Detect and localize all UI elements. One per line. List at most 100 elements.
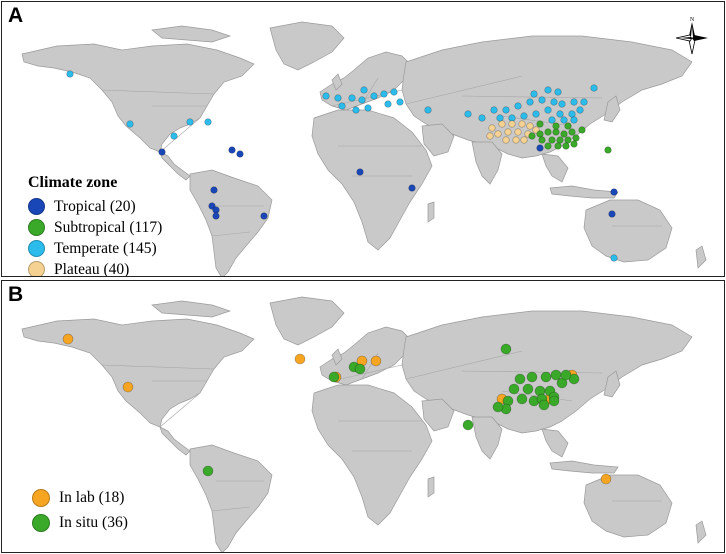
landmass-central-america bbox=[159, 426, 191, 456]
site-marker-plateau bbox=[518, 120, 526, 128]
site-marker-situ bbox=[548, 395, 560, 407]
landmass-india bbox=[471, 416, 503, 460]
site-marker-temperate bbox=[384, 100, 392, 108]
site-marker-situ bbox=[354, 363, 366, 375]
site-marker-subtropical bbox=[562, 142, 570, 150]
site-marker-tropical bbox=[212, 206, 220, 214]
site-marker-situ bbox=[508, 383, 520, 395]
world-map-a bbox=[21, 21, 707, 276]
landmass-australia bbox=[583, 474, 673, 538]
site-marker-plateau bbox=[502, 136, 510, 144]
site-marker-temperate bbox=[496, 114, 504, 122]
site-marker-subtropical bbox=[554, 142, 562, 150]
landmass-arabia bbox=[421, 123, 455, 157]
site-marker-temperate bbox=[502, 106, 510, 114]
climate-zone-legend: Climate zone Tropical (20) Subtropical (… bbox=[28, 174, 162, 277]
legend-item-temperate: Temperate (145) bbox=[28, 238, 162, 259]
legend-label-temperate: Temperate (145) bbox=[54, 239, 157, 257]
site-marker-temperate bbox=[520, 112, 528, 120]
site-marker-plateau bbox=[526, 122, 534, 130]
site-marker-tropical bbox=[228, 146, 236, 154]
panel-a-label: A bbox=[8, 4, 24, 27]
site-marker-temperate bbox=[576, 106, 584, 114]
site-marker-temperate bbox=[358, 96, 366, 104]
site-marker-temperate bbox=[360, 86, 368, 94]
site-marker-subtropical bbox=[548, 136, 556, 144]
country-border bbox=[101, 89, 215, 95]
landmass-central-america bbox=[159, 151, 191, 181]
site-marker-subtropical bbox=[564, 136, 572, 144]
site-marker-situ bbox=[514, 373, 526, 385]
site-marker-situ bbox=[516, 393, 528, 405]
legend-label-in-situ: In situ (36) bbox=[59, 513, 128, 531]
site-marker-temperate bbox=[514, 102, 522, 110]
site-marker-temperate bbox=[538, 96, 546, 104]
site-marker-temperate bbox=[370, 92, 378, 100]
site-marker-temperate bbox=[550, 98, 558, 106]
compass-north-letter: N bbox=[690, 17, 695, 23]
site-marker-situ bbox=[526, 371, 538, 383]
site-marker-temperate bbox=[380, 90, 388, 98]
site-marker-temperate bbox=[508, 114, 516, 122]
site-marker-situ bbox=[540, 371, 552, 383]
country-border bbox=[211, 231, 251, 237]
site-marker-temperate bbox=[66, 70, 74, 78]
landmass-japan bbox=[603, 370, 621, 398]
site-marker-subtropical bbox=[544, 142, 552, 150]
site-marker-tropical bbox=[408, 184, 416, 192]
landmass-arctic-islands bbox=[151, 300, 232, 318]
legend-title: Climate zone bbox=[28, 174, 118, 191]
site-marker-tropical bbox=[210, 186, 218, 194]
site-marker-plateau bbox=[532, 126, 540, 134]
site-marker-subtropical bbox=[528, 132, 536, 140]
landmass-north-america bbox=[21, 43, 255, 153]
site-marker-temperate bbox=[560, 116, 568, 124]
landmass-greenland bbox=[269, 296, 345, 346]
landmass-new-zealand bbox=[695, 245, 707, 269]
legend-item-subtropical: Subtropical (117) bbox=[28, 217, 162, 238]
site-marker-temperate bbox=[334, 94, 342, 102]
site-marker-situ bbox=[328, 371, 340, 383]
site-marker-lab bbox=[370, 355, 382, 367]
site-marker-temperate bbox=[424, 106, 432, 114]
land-layer bbox=[21, 21, 707, 276]
landmass-madagascar bbox=[427, 201, 435, 223]
legend-swatch-subtropical bbox=[28, 219, 45, 236]
site-marker-plateau bbox=[520, 136, 528, 144]
landmass-greenland bbox=[269, 21, 345, 71]
country-border bbox=[159, 392, 201, 428]
landmass-indonesia bbox=[549, 460, 619, 474]
legend-swatch-in-situ bbox=[32, 513, 50, 532]
site-marker-subtropical bbox=[578, 126, 586, 134]
site-marker-tropical bbox=[260, 212, 268, 220]
legend-swatch-temperate bbox=[28, 240, 45, 257]
landmass-africa bbox=[311, 109, 433, 251]
site-marker-plateau bbox=[486, 132, 494, 140]
legend-swatch-plateau bbox=[28, 261, 45, 276]
legend-item-in-lab: In lab (18) bbox=[32, 485, 128, 510]
site-marker-subtropical bbox=[536, 130, 544, 138]
land-layer bbox=[21, 296, 707, 552]
legend-item-in-situ: In situ (36) bbox=[32, 510, 128, 535]
site-marker-subtropical bbox=[570, 140, 578, 148]
site-marker-temperate bbox=[348, 94, 356, 102]
landmass-uk bbox=[331, 348, 343, 366]
site-marker-temperate bbox=[580, 98, 588, 106]
legend-label-plateau: Plateau (40) bbox=[54, 260, 130, 277]
country-border bbox=[405, 75, 523, 105]
site-marker-plateau bbox=[488, 124, 496, 132]
site-marker-situ bbox=[560, 369, 572, 381]
site-marker-temperate bbox=[352, 106, 360, 114]
legend-label-tropical: Tropical (20) bbox=[54, 197, 136, 215]
country-border bbox=[331, 364, 403, 382]
country-border bbox=[101, 364, 215, 370]
country-border bbox=[159, 117, 201, 153]
legend-item-tropical: Tropical (20) bbox=[28, 196, 162, 217]
site-marker-temperate bbox=[544, 106, 552, 114]
site-marker-subtropical bbox=[572, 134, 580, 142]
site-marker-situ bbox=[202, 465, 214, 477]
site-marker-subtropical bbox=[564, 122, 572, 130]
site-marker-situ bbox=[492, 401, 504, 413]
legend-label-subtropical: Subtropical (117) bbox=[54, 218, 163, 236]
